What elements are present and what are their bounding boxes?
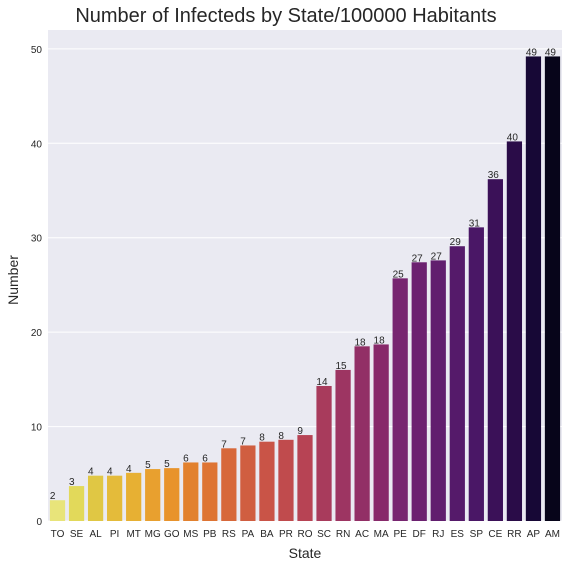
data-label-ap: 49 xyxy=(526,47,538,58)
bar-sc xyxy=(316,385,332,521)
x-tick-label-ac: AC xyxy=(355,529,369,540)
bar-df xyxy=(411,262,427,521)
bar-pe xyxy=(392,278,408,521)
y-tick-label: 30 xyxy=(31,234,43,245)
x-tick-label-df: DF xyxy=(413,529,426,540)
chart-title: Number of Infecteds by State/100000 Habi… xyxy=(75,5,496,27)
x-tick-label-ap: AP xyxy=(527,529,541,540)
bar-sp xyxy=(468,227,484,521)
data-label-rj: 27 xyxy=(431,251,443,262)
x-tick-label-rj: RJ xyxy=(432,529,444,540)
x-axis-ticks: TO SE AL PI MT MG GO MS PB RS PA BA PR RO SC RN AC MA PE DF… xyxy=(51,529,560,540)
x-tick-label-ro: RO xyxy=(298,529,313,540)
bar-se xyxy=(68,486,85,521)
x-tick-label-mg: MG xyxy=(145,529,161,540)
data-label-ma: 18 xyxy=(374,335,386,346)
bar-ac xyxy=(354,346,370,521)
data-label-ac: 18 xyxy=(354,337,366,348)
bar-ro xyxy=(297,435,313,521)
x-tick-label-ba: BA xyxy=(260,529,274,540)
bar-am xyxy=(544,56,561,521)
x-tick-label-pr: PR xyxy=(279,529,293,540)
data-label-es: 29 xyxy=(450,237,462,248)
data-label-pr: 8 xyxy=(278,431,284,442)
data-label-sc: 14 xyxy=(316,377,328,388)
y-axis-label: Number xyxy=(5,255,21,305)
x-tick-label-se: SE xyxy=(70,529,84,540)
bar-pi xyxy=(107,475,123,521)
x-tick-label-es: ES xyxy=(451,529,465,540)
x-tick-label-ce: CE xyxy=(488,529,502,540)
bar-ms xyxy=(183,462,199,521)
bar-rn xyxy=(335,369,351,521)
x-tick-label-go: GO xyxy=(164,529,180,540)
data-labels: 2 3 4 4 4 5 5 6 6 7 7 8 8 9 14 15 18 18 25 27 27 29 31 36 40 49 49 xyxy=(50,47,557,502)
data-label-ro: 9 xyxy=(297,426,303,437)
data-label-se: 3 xyxy=(69,477,75,488)
y-axis-ticks: 0 10 20 30 40 50 xyxy=(31,45,43,528)
bar-al xyxy=(87,475,104,521)
x-tick-label-pi: PI xyxy=(110,529,119,540)
x-tick-label-rr: RR xyxy=(507,529,521,540)
x-axis-label: State xyxy=(289,545,322,561)
data-label-df: 27 xyxy=(412,253,424,264)
data-label-to: 2 xyxy=(50,491,56,502)
x-tick-label-rs: RS xyxy=(222,529,236,540)
data-label-rs: 7 xyxy=(221,439,227,450)
data-label-ms: 6 xyxy=(183,453,189,464)
data-label-rn: 15 xyxy=(335,361,347,372)
y-tick-label: 40 xyxy=(31,139,43,150)
bar-rj xyxy=(430,260,446,521)
bar-es xyxy=(449,246,465,521)
bar-ap xyxy=(525,56,542,521)
bar-to xyxy=(49,500,66,521)
bars xyxy=(49,56,561,521)
bar-pb xyxy=(202,462,218,521)
bar-ma xyxy=(373,344,389,521)
data-label-rr: 40 xyxy=(507,132,519,143)
data-label-go: 5 xyxy=(164,459,170,470)
data-label-mg: 5 xyxy=(145,460,151,471)
bar-go xyxy=(164,468,180,521)
x-tick-label-pa: PA xyxy=(242,529,255,540)
bar-ba xyxy=(259,441,275,521)
x-tick-label-ma: MA xyxy=(374,529,389,540)
data-label-pa: 7 xyxy=(240,436,246,447)
x-tick-label-ms: MS xyxy=(183,529,198,540)
bar-pa xyxy=(240,445,256,521)
data-label-al: 4 xyxy=(88,467,94,478)
data-label-pi: 4 xyxy=(107,467,113,478)
x-tick-label-to: TO xyxy=(51,529,65,540)
bar-mt xyxy=(126,472,142,521)
data-label-ba: 8 xyxy=(259,433,265,444)
bar-mg xyxy=(145,469,161,521)
y-tick-label: 0 xyxy=(36,517,42,528)
x-tick-label-am: AM xyxy=(545,529,560,540)
bar-rs xyxy=(221,448,237,521)
data-label-pe: 25 xyxy=(393,269,405,280)
bar-ce xyxy=(487,179,503,521)
data-label-pb: 6 xyxy=(202,453,208,464)
bar-rr xyxy=(506,141,523,521)
x-tick-label-mt: MT xyxy=(126,529,140,540)
y-tick-label: 20 xyxy=(31,328,43,339)
data-label-mt: 4 xyxy=(126,464,132,475)
data-label-am: 49 xyxy=(545,47,557,58)
data-label-ce: 36 xyxy=(488,170,500,181)
x-tick-label-pb: PB xyxy=(203,529,217,540)
data-label-sp: 31 xyxy=(469,218,481,229)
x-tick-label-rn: RN xyxy=(336,529,350,540)
x-tick-label-sc: SC xyxy=(317,529,331,540)
x-tick-label-sp: SP xyxy=(470,529,484,540)
x-tick-label-al: AL xyxy=(89,529,102,540)
y-tick-label: 10 xyxy=(31,423,43,434)
y-tick-label: 50 xyxy=(31,45,43,56)
bar-pr xyxy=(278,439,294,521)
x-tick-label-pe: PE xyxy=(394,529,408,540)
